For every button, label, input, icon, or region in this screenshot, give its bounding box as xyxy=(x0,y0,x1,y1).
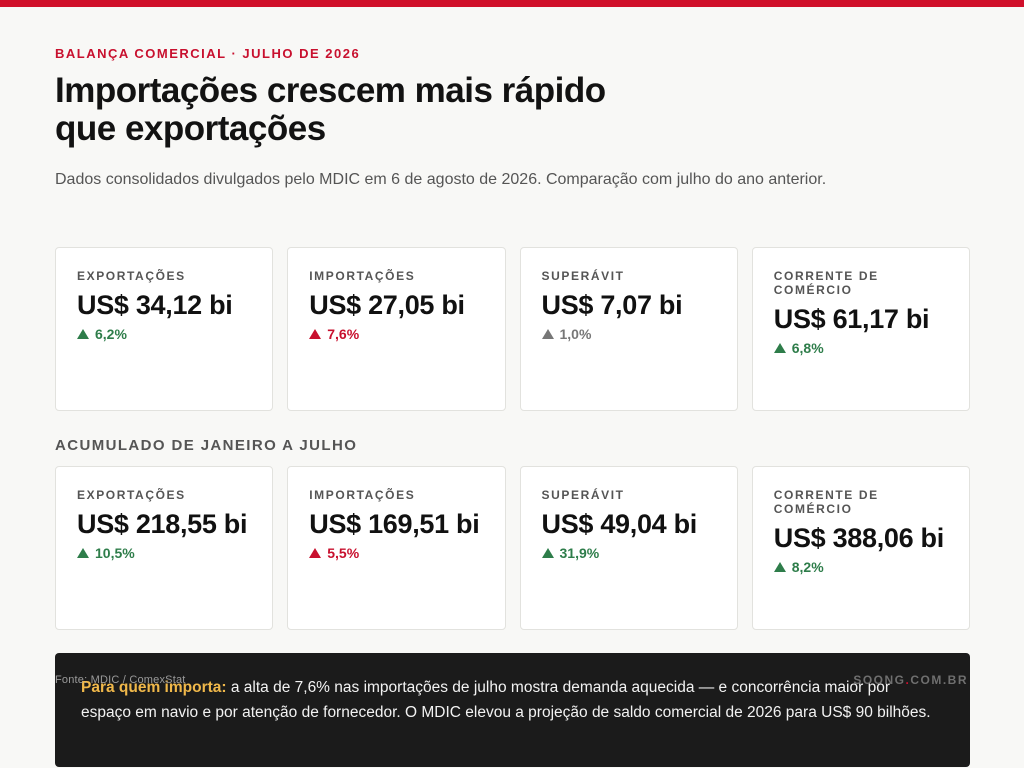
delta-value: 31,9% xyxy=(559,545,600,561)
card-label: IMPORTAÇÕES xyxy=(309,269,416,283)
card-superavit-acumulado: SUPERÁVIT US$ 49,04 bi 31,9% xyxy=(519,466,738,630)
monthly-cards: EXPORTAÇÕES US$ 34,12 bi 6,2% IMPORTAÇÕE… xyxy=(55,247,970,411)
card-label: IMPORTAÇÕES xyxy=(309,488,416,502)
note-text: a alta de 7,6% nas importações de julho … xyxy=(81,679,931,721)
delta-value: 8,2% xyxy=(791,559,824,575)
card-corrente-de-comercio-acumulado: CORRENTE DE COMÉRCIO US$ 388,06 bi 8,2% xyxy=(751,466,970,630)
delta-value: 6,2% xyxy=(95,326,127,342)
triangle-up-icon xyxy=(309,329,322,339)
triangle-up-icon xyxy=(773,562,786,572)
note-box: Para quem importa: a alta de 7,6% nas im… xyxy=(55,653,970,767)
delta-value: 5,5% xyxy=(327,545,360,561)
card-label: EXPORTAÇÕES xyxy=(77,269,186,283)
card-label: EXPORTAÇÕES xyxy=(77,488,186,502)
top-accent-bar xyxy=(0,0,1024,7)
card-delta: 7,6% xyxy=(309,326,484,342)
card-value: US$ 49,04 bi xyxy=(541,509,698,539)
card-corrente-de-comercio: CORRENTE DE COMÉRCIO US$ 61,17 bi 6,8% xyxy=(751,247,970,411)
brand-suffix: COM.BR xyxy=(910,673,968,687)
delta-value: 6,8% xyxy=(791,340,824,356)
subtitle: Dados consolidados divulgados pelo MDIC … xyxy=(55,171,827,188)
delta-value: 7,6% xyxy=(327,326,360,342)
triangle-up-icon xyxy=(77,329,89,339)
headline: Importações crescem mais rápido que expo… xyxy=(55,72,755,148)
triangle-up-icon xyxy=(773,343,786,353)
card-label: SUPERÁVIT xyxy=(541,269,625,283)
card-value: US$ 27,05 bi xyxy=(309,290,465,320)
card-value: US$ 34,12 bi xyxy=(77,290,233,320)
delta-value: 10,5% xyxy=(95,545,135,561)
headline-line-2: que exportações xyxy=(55,109,326,148)
card-value: US$ 388,06 bi xyxy=(773,523,945,553)
triangle-up-icon xyxy=(541,548,554,558)
card-superavit: SUPERÁVIT US$ 7,07 bi 1,0% xyxy=(519,247,738,411)
brand-prefix: SOONG xyxy=(853,673,906,687)
card-delta: 6,2% xyxy=(77,326,252,342)
triangle-up-icon xyxy=(309,548,322,558)
card-label: CORRENTE DE COMÉRCIO xyxy=(773,269,879,297)
card-delta: 8,2% xyxy=(773,559,949,575)
card-delta: 5,5% xyxy=(309,545,484,561)
card-label: CORRENTE DE COMÉRCIO xyxy=(773,488,879,516)
card-delta: 1,0% xyxy=(541,326,717,342)
card-delta: 6,8% xyxy=(773,340,949,356)
accumulated-cards: EXPORTAÇÕES US$ 218,55 bi 10,5% IMPORTAÇ… xyxy=(55,466,970,630)
card-delta: 31,9% xyxy=(541,545,717,561)
card-exportacoes-acumulado: EXPORTAÇÕES US$ 218,55 bi 10,5% xyxy=(55,466,274,630)
brand-logo: SOONG.COM.BR xyxy=(853,673,968,687)
card-value: US$ 61,17 bi xyxy=(773,304,930,334)
section-label-accumulated: ACUMULADO DE JANEIRO A JULHO xyxy=(55,437,358,454)
delta-value: 1,0% xyxy=(559,326,592,342)
card-label: SUPERÁVIT xyxy=(541,488,625,502)
brand-dot: . xyxy=(905,673,911,687)
card-delta: 10,5% xyxy=(77,545,252,561)
triangle-up-icon xyxy=(541,329,554,339)
headline-line-1: Importações crescem mais rápido xyxy=(55,71,606,110)
card-value: US$ 218,55 bi xyxy=(77,509,248,539)
source-credit: Fonte: MDIC / ComexStat xyxy=(55,674,186,686)
triangle-up-icon xyxy=(77,548,89,558)
card-importacoes: IMPORTAÇÕES US$ 27,05 bi 7,6% xyxy=(287,247,506,411)
card-exportacoes: EXPORTAÇÕES US$ 34,12 bi 6,2% xyxy=(55,247,274,411)
card-importacoes-acumulado: IMPORTAÇÕES US$ 169,51 bi 5,5% xyxy=(287,466,506,630)
kicker: BALANÇA COMERCIAL · JULHO DE 2026 xyxy=(55,46,361,61)
card-value: US$ 7,07 bi xyxy=(541,290,683,320)
card-value: US$ 169,51 bi xyxy=(309,509,480,539)
note-lead: Para quem importa: xyxy=(81,679,227,696)
